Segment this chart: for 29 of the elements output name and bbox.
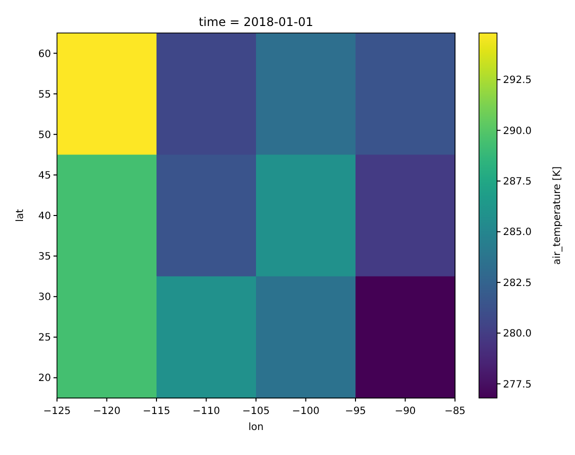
y-axis-title: lat [15, 209, 26, 222]
color-bar-label: 290.0 [503, 126, 532, 137]
chart-title: time = 2018-01-01 [198, 15, 314, 29]
color-bar-label: 285.0 [503, 227, 532, 238]
y-tick-label: 30 [38, 292, 51, 304]
color-bar-label: 282.5 [503, 278, 532, 289]
color-bar-label: 287.5 [503, 176, 532, 188]
y-tick-label: 40 [38, 211, 51, 222]
x-axis-title: lon [248, 422, 264, 433]
color-bar-label: 280.0 [503, 328, 532, 340]
y-tick-label: 20 [38, 373, 51, 384]
x-tick-label: −110 [192, 406, 220, 417]
y-tick-label: 60 [38, 48, 51, 60]
y-tick-label: 55 [38, 89, 51, 100]
x-tick-label: −100 [292, 406, 320, 417]
x-tick-label: −85 [444, 406, 466, 417]
x-tick-label: −95 [344, 406, 366, 417]
x-tick-label: −105 [242, 406, 270, 417]
color-bar-title: air_temperature [K] [552, 166, 563, 265]
color-bar-label: 277.5 [503, 379, 532, 390]
x-tick-label: −115 [142, 406, 170, 417]
y-tick-label: 25 [38, 332, 51, 344]
x-tick-label: −90 [394, 406, 416, 417]
y-tick-label: 35 [38, 252, 51, 263]
y-tick-label: 45 [38, 170, 51, 182]
color-bar-label: 292.5 [503, 75, 532, 86]
x-tick-label: −125 [43, 406, 71, 417]
y-tick-label: 50 [38, 130, 51, 141]
x-tick-label: −120 [93, 406, 120, 417]
